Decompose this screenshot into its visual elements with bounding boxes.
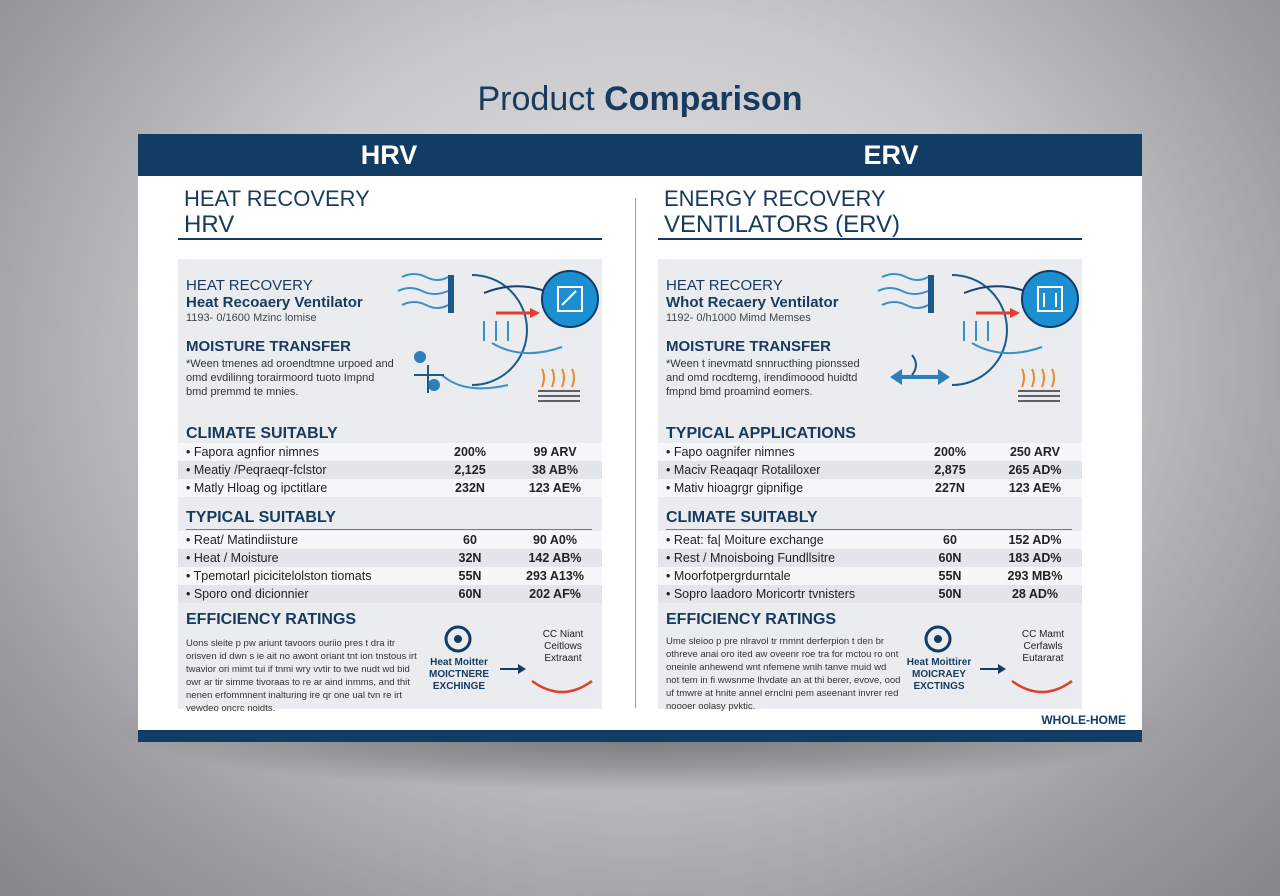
erv-airflow-diagram-icon [877, 270, 1079, 402]
section2-heading: CLIMATE SUITABLY [186, 425, 338, 442]
hrv-panel: HEAT RECOVERY Heat Recoaery Ventilator 1… [178, 259, 602, 714]
hrv-airflow-diagram-icon [397, 270, 599, 402]
table-row: • Sporo ond dicionnier 60N 202 AF% [178, 585, 602, 603]
erv-header-label: ERV [863, 140, 919, 170]
efficiency-heading: EFFICIENCY RATINGS [666, 611, 837, 628]
moisture-heading: MOISTURE TRANSFER [666, 338, 831, 355]
footer-bar [138, 730, 1142, 742]
table-row: • Sopro laadoro Moricortr tvnisters 50N 28… [658, 585, 1082, 603]
section-rule [666, 529, 1072, 530]
section3-table: • Reat: fa| Moiture exchange 60 152 AD% • … [658, 531, 1082, 603]
page-title: Product Comparison [477, 80, 803, 118]
whole-home-mark: WHOLE-HOME [1041, 713, 1126, 727]
column-divider [635, 198, 636, 708]
moisture-text: *Ween t inevmatd snnructhing pionssed an… [666, 358, 860, 398]
erv-title: ENERGY RECOVERY VENTILATORS (ERV) [664, 186, 901, 238]
moisture-text: *Ween tmenes ad oroendtmne urpoed and om… [186, 358, 394, 398]
table-row: • Meatiy /Peqraeqr-fclstor 2,125 38 AB% [178, 461, 602, 479]
erv-column: ENERGY RECOVERY VENTILATORS (ERV) HEAT R… [658, 176, 1088, 716]
section2-heading: TYPICAL APPLICATIONS [666, 425, 856, 442]
efficiency-illustration: Heat Moittirer MOICRAEY EXCTINGS CC Mamt… [904, 619, 1082, 709]
table-row: • Matly Hloag og ipctitlare 232N 123 AE% [178, 479, 602, 497]
hrv-column: HEAT RECOVERY HRV HEAT RECOVERY Heat Rec… [178, 176, 608, 716]
table-row: • Heat / Moisture 32N 142 AB% [178, 549, 602, 567]
efficiency-text: Ume sleioo p pre nlravol tr rnmnt derfer… [666, 636, 901, 712]
title-rule [178, 238, 602, 240]
section-rule [186, 529, 592, 530]
exhaust-label: CC Niant Ceitlows Extraant [542, 629, 584, 664]
efficiency-text: Uons sleite p pw ariunt tavoors ouriio p… [186, 638, 417, 714]
exchange-icon [924, 625, 1073, 694]
table-row: • Tpemotarl picicitelolston tiomats 55N 29… [178, 567, 602, 585]
table-row: • Rest / Mnoisboing Fundllsitre 60N 183 AD… [658, 549, 1082, 567]
exchange-label: Heat Moittirer MOICRAEY EXCTINGS [906, 657, 972, 692]
section3-table: • Reat/ Matindiisture 60 90 A0% • Heat / M… [178, 531, 602, 603]
section2-table: • Fapo oagnifer nimnes 200% 250 ARV • Maci… [658, 443, 1082, 497]
hrv-header-label: HRV [360, 140, 418, 170]
exchange-label: Heat Moitter MOICTNERE EXCHINGE [429, 657, 489, 692]
table-row: • Maciv Reaqaqr Rotaliloxer 2,875 265 AD% [658, 461, 1082, 479]
erv-panel: HEAT RECOERY Whot Recaery Ventilator 119… [658, 259, 1082, 712]
efficiency-illustration: Heat Moitter MOICTNERE EXCHINGE CC Niant… [424, 619, 602, 709]
title-rule [658, 238, 1082, 240]
table-row: • Reat/ Matindiisture 60 90 A0% [178, 531, 602, 549]
section3-heading: TYPICAL SUITABLY [186, 509, 336, 526]
table-row: • Mativ hioagrgr gipnifige 227N 123 AE% [658, 479, 1082, 497]
comparison-card: HRV ERV WHOLE-HOME HEAT RECOVERY HRV HEA… [138, 134, 1142, 742]
table-row: • Reat: fa| Moiture exchange 60 152 AD% [658, 531, 1082, 549]
header-bar: HRV ERV [138, 134, 1142, 176]
exhaust-label: CC Mamt Cerfawls Eutararat [1021, 629, 1065, 664]
table-row: • Fapo oagnifer nimnes 200% 250 ARV [658, 443, 1082, 461]
moisture-heading: MOISTURE TRANSFER [186, 338, 351, 355]
table-row: • Fapora agnfior nimnes 200% 99 ARV [178, 443, 602, 461]
table-row: • Moorfotpergrdurntale 55N 293 MB% [658, 567, 1082, 585]
efficiency-heading: EFFICIENCY RATINGS [186, 611, 357, 628]
section2-table: • Fapora agnfior nimnes 200% 99 ARV • Meat… [178, 443, 602, 497]
hrv-title: HEAT RECOVERY HRV [184, 186, 370, 238]
section3-heading: CLIMATE SUITABLY [666, 509, 818, 526]
exchange-icon [444, 625, 593, 694]
